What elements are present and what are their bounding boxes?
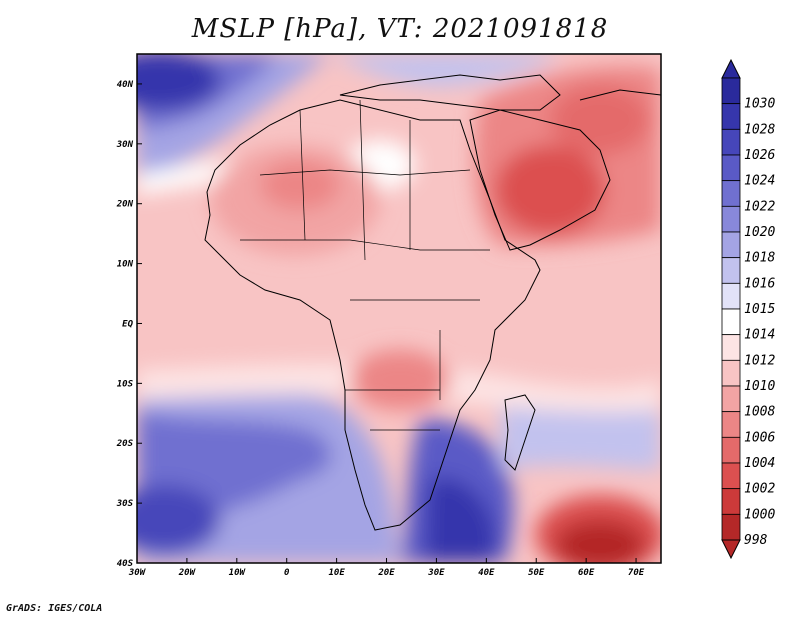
mozambique-high-core [425,478,496,563]
lon-tick-label: 10E [328,568,345,578]
colorbar-label: 1018 [744,251,775,266]
colorbar-label: 1010 [744,379,775,394]
longitude-axis: 30W 20W 10W 0 10E 20E 30E 40E 50E 60E 70E [128,558,645,578]
colorbar-swatch [721,359,741,387]
lon-tick-label: 20E [377,568,395,578]
colorbar-swatch [721,128,741,156]
lat-tick-label: EQ [122,319,133,329]
latitude-axis: 40N 30N 20N 10N EQ 10S 20S 30S 40S [116,80,142,569]
lon-tick-label: 0 [284,568,290,578]
colorbar-label: 1024 [744,174,775,189]
colorbar-label: 1026 [744,148,775,163]
lon-tick-label: 20W [178,568,197,578]
angola-low [350,350,450,410]
med-high [330,54,560,87]
arabia-outline [469,109,611,251]
colorbar-swatch [721,231,741,259]
lon-tick-label: 50E [528,568,545,578]
colorbar-swatch [721,180,741,207]
colorbar-swatch [721,488,741,515]
colorbar-label: 1014 [744,328,775,343]
colorbar-label: 1006 [744,430,775,445]
colorbar-label: 1008 [744,405,775,420]
iran-low [550,85,650,155]
colorbar-swatch [721,282,741,310]
pressure-field [137,54,661,563]
colorbar-swatch [721,257,741,284]
colorbar-label: 1000 [744,507,775,522]
colorbar-swatch [721,77,741,105]
colorbar-swatch [721,308,741,336]
southern-low-core [555,520,645,563]
lat-tick-label: 40N [117,80,134,90]
colorbar-swatch [721,205,741,233]
lon-tick-label: 30W [128,568,147,578]
lat-tick-label: 30S [116,499,134,509]
colorbar-label: 1016 [744,276,775,291]
lon-tick-label: 10W [229,568,247,578]
asia-coast [579,89,661,101]
azores-high-core [137,54,220,110]
colorbar-swatch [721,154,741,182]
colorbar-label: 1015 [744,302,775,317]
map-frame [136,53,662,564]
colorbar-swatch [721,334,741,361]
colorbar: 1030 1028 1026 1024 1022 1020 1018 1016 1015 1014… [721,58,775,560]
colorbar-swatch [721,103,741,130]
mediterranean-outline [339,74,561,111]
colorbar-label: 998 [744,533,768,548]
lat-tick-label: 20N [116,200,134,210]
coastlines [204,74,661,531]
madagascar-outline [504,394,536,471]
lat-tick-label: 10S [117,379,134,389]
south-atlantic-high-core [137,485,220,555]
colorbar-label: 1002 [744,482,775,497]
colorbar-swatch [721,436,741,464]
colorbar-label: 1004 [744,456,775,471]
lon-tick-label: 60E [578,568,595,578]
colorbar-label: 1020 [744,225,775,240]
colorbar-label: 1012 [744,353,775,368]
africa-outline [204,99,541,531]
sahara-low-core [260,160,340,210]
lat-tick-label: 20S [116,439,134,449]
lat-tick-label: 10N [117,260,134,270]
colorbar-swatch [721,411,741,438]
colorbar-swatch [721,462,741,490]
colorbar-label: 1022 [744,199,775,214]
lat-tick-label: 40S [117,559,134,569]
country-borders [240,99,490,431]
lat-tick-label: 30N [116,140,134,150]
colorbar-swatch [721,385,741,413]
colorbar-top-arrow [721,58,741,79]
colorbar-swatch [721,513,741,541]
chart-title: MSLP [hPa], VT: 2021091818 [191,14,609,44]
lon-tick-label: 70E [628,568,645,578]
indian-ocean-high [500,398,661,470]
lon-tick-label: 40E [478,568,495,578]
colorbar-bottom-arrow [721,539,741,560]
colorbar-label: 1028 [744,122,775,137]
lon-tick-label: 30E [427,568,445,578]
colorbar-label: 1030 [744,97,775,112]
credit-text: GrADS: IGES/COLA [6,603,103,614]
arabian-thermal-low-core [495,145,605,235]
